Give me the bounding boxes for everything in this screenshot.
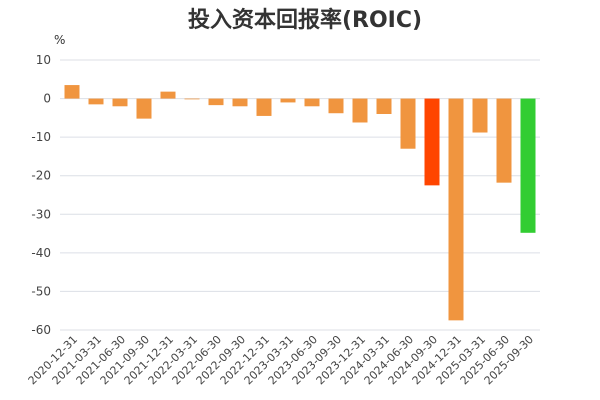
- bar-2024-03-31[interactable]: [376, 98, 392, 114]
- y-tick-label: -50: [31, 284, 51, 298]
- y-tick-label: -30: [31, 207, 51, 221]
- bar-2022-12-31[interactable]: [256, 98, 272, 116]
- chart-title: 投入资本回报率(ROIC): [188, 7, 422, 33]
- bar-2021-12-31[interactable]: [160, 91, 176, 99]
- y-tick-label: 10: [36, 53, 51, 67]
- y-tick-label: -40: [31, 246, 51, 260]
- bar-2024-09-30[interactable]: [424, 98, 440, 186]
- bar-2021-03-31[interactable]: [88, 98, 104, 105]
- y-tick-label: -60: [31, 323, 51, 337]
- bar-2023-12-31[interactable]: [352, 98, 368, 123]
- bar-2022-06-30[interactable]: [208, 98, 224, 106]
- x-tick-labels: 2020-12-312021-03-312021-06-302021-09-30…: [26, 333, 536, 387]
- bar-2021-06-30[interactable]: [112, 98, 128, 107]
- bar-2022-03-31[interactable]: [184, 98, 200, 100]
- bar-2023-06-30[interactable]: [304, 98, 320, 107]
- y-tick-label: 0: [43, 92, 51, 106]
- bar-2022-09-30[interactable]: [232, 98, 248, 107]
- y-tick-label: -20: [31, 169, 51, 183]
- grid-layer: [60, 59, 540, 331]
- y-axis-unit: %: [54, 33, 65, 47]
- bar-2021-09-30[interactable]: [136, 98, 152, 119]
- bar-2023-09-30[interactable]: [328, 98, 344, 114]
- bar-2025-06-30[interactable]: [496, 98, 512, 183]
- y-tick-labels: 10 0 -10 -20 -30 -40 -50 -60: [31, 53, 51, 337]
- bar-2024-06-30[interactable]: [400, 98, 416, 149]
- y-tick-label: -10: [31, 130, 51, 144]
- bar-2023-03-31[interactable]: [280, 98, 296, 103]
- bar-2020-12-31[interactable]: [64, 85, 80, 99]
- bar-2025-09-30[interactable]: [520, 98, 536, 233]
- bar-2025-03-31[interactable]: [472, 98, 488, 133]
- bar-2024-12-31[interactable]: [448, 98, 464, 321]
- bars: [64, 85, 536, 321]
